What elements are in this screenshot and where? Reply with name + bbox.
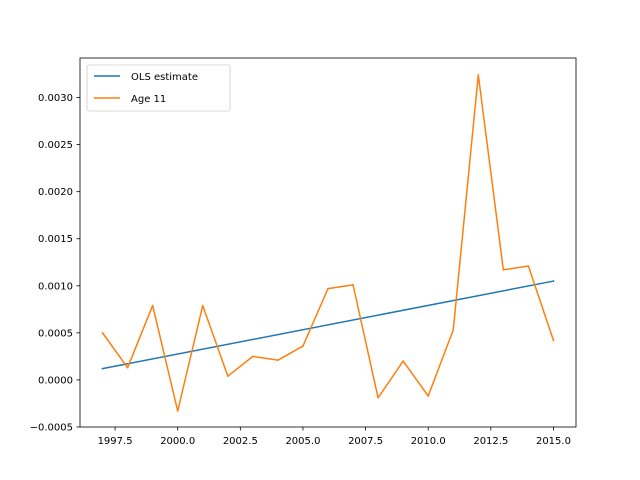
legend: OLS estimate Age 11 [86,64,231,112]
data-point-ols-estimate [101,367,104,370]
legend-label-age-11: Age 11 [131,94,166,105]
x-tick-label: 2007.5 [348,436,383,447]
y-axis: −0.0005 0.0000 0.0005 0.0010 0.0015 0.0020 0.0… [30,93,80,434]
data-point-age-11 [201,304,204,307]
series-line-ols-estimate [101,280,555,370]
plot-lines [101,74,555,412]
data-point-age-11 [502,269,505,271]
data-point-age-11 [427,395,430,397]
data-point-age-11 [477,74,480,76]
x-tick-label: 2002.5 [223,436,258,447]
data-point-age-11 [402,360,404,362]
data-point-ols-estimate [552,280,555,282]
data-point-age-11 [302,345,304,347]
y-tick-label: 0.0015 [38,234,73,245]
data-point-age-11 [101,332,104,334]
x-tick-label: 2005.0 [285,436,320,447]
data-point-age-11 [552,339,555,342]
data-point-age-11 [126,366,129,369]
y-tick-label: 0.0030 [38,93,73,104]
axes-frame [79,57,577,428]
data-point-age-11 [452,329,455,331]
data-point-age-11 [252,355,254,358]
x-tick-label: 2000.0 [160,436,195,447]
data-point-age-11 [527,265,530,267]
y-tick-label: 0.0025 [38,140,73,151]
y-tick-label: −0.0005 [30,423,73,434]
data-point-age-11 [227,375,229,377]
x-tick-label: 2015.0 [536,436,571,447]
legend-box [86,64,231,112]
legend-label-ols-estimate: OLS estimate [131,72,198,83]
data-point-age-11 [151,304,154,307]
x-tick-label: 1997.5 [98,436,133,447]
x-axis: 1997.5 2000.0 2002.5 2005.0 2007.5 2010.0 2012… [98,427,571,447]
data-point-age-11 [327,287,329,290]
y-tick-label: 0.0010 [38,281,73,292]
data-point-age-11 [176,410,179,412]
y-tick-label: 0.0000 [38,375,73,386]
y-tick-label: 0.0020 [38,187,73,198]
data-point-age-11 [377,397,379,399]
x-tick-label: 2010.0 [411,436,446,447]
x-tick-label: 2012.5 [473,436,508,447]
data-point-age-11 [277,359,279,361]
data-point-age-11 [352,284,354,286]
y-tick-label: 0.0005 [38,328,73,339]
